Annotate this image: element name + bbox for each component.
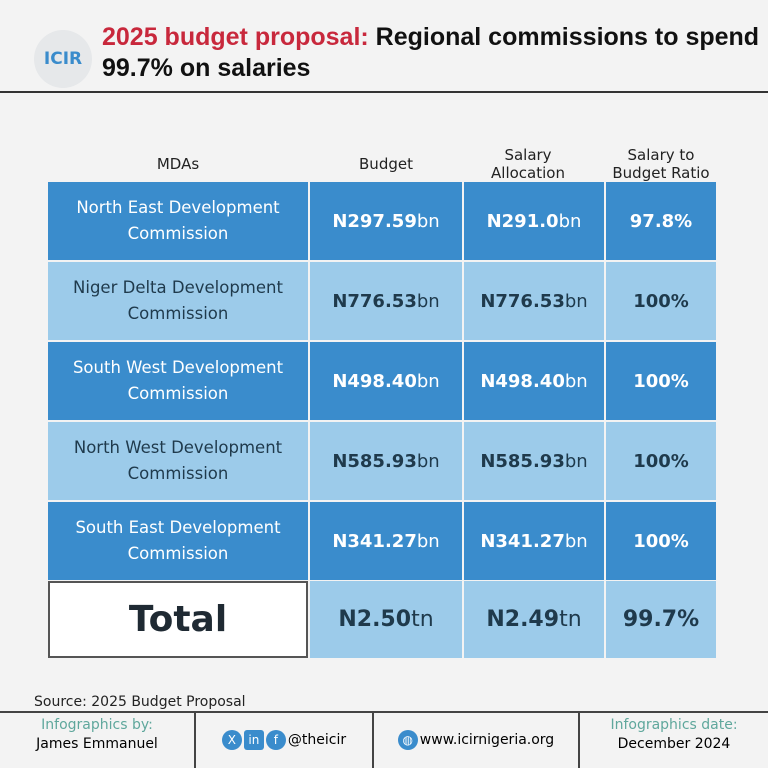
title-rest: Regional commissions to spend 99.7% on s… xyxy=(102,23,760,82)
salary-unit: bn xyxy=(558,210,582,232)
globe-icon: ◍ xyxy=(397,730,418,750)
total-label-cell: Total xyxy=(48,581,308,658)
total-budget-unit: tn xyxy=(411,607,434,632)
salary-value: N291.0 xyxy=(486,210,559,232)
budget-cell: N585.93 bn xyxy=(310,422,462,500)
ratio-cell: 100% xyxy=(606,342,716,420)
mda-name: South East Development Commission xyxy=(75,518,281,563)
ratio-cell: 97.8% xyxy=(606,182,716,260)
total-label: Total xyxy=(128,599,228,640)
budget-unit: bn xyxy=(416,450,440,472)
salary-unit: bn xyxy=(564,450,588,472)
budget-unit: bn xyxy=(416,290,440,312)
credit-name: James Emmanuel xyxy=(36,736,158,752)
page-title: 2025 budget proposal: Regional commissio… xyxy=(102,22,768,84)
column-header-ratio: Salary to Budget Ratio xyxy=(612,146,710,182)
date-label: Infographics date: xyxy=(610,717,738,733)
salary-cell: N776.53 bn xyxy=(464,262,604,340)
salary-value: N341.27 xyxy=(480,530,565,552)
budget-unit: bn xyxy=(416,370,440,392)
mda-name: Niger Delta Development Commission xyxy=(73,278,283,323)
credit-label: Infographics by: xyxy=(41,717,153,733)
column-header-budget: Budget xyxy=(359,155,413,173)
budget-cell: N297.59 bn xyxy=(310,182,462,260)
x-icon: X xyxy=(221,730,242,750)
total-salary: N2.49 xyxy=(486,607,560,632)
budget-value: N585.93 xyxy=(332,450,417,472)
salary-cell: N585.93 bn xyxy=(464,422,604,500)
ratio-value: 100% xyxy=(633,290,689,312)
total-salary-unit: tn xyxy=(559,607,582,632)
date-info: Infographics date: December 2024 xyxy=(580,716,768,754)
salary-cell: N498.40 bn xyxy=(464,342,604,420)
social-handle[interactable]: @theicir xyxy=(287,732,347,748)
budget-cell: N341.27 bn xyxy=(310,502,462,580)
salary-unit: bn xyxy=(564,530,588,552)
budget-cell: N498.40 bn xyxy=(310,342,462,420)
budget-cell: N776.53 bn xyxy=(310,262,462,340)
divider xyxy=(372,713,374,768)
total-salary-cell: N2.49 tn xyxy=(464,581,604,658)
mda-cell: North West Development Commission xyxy=(48,422,308,500)
salary-cell: N291.0 bn xyxy=(464,182,604,260)
total-ratio: 99.7% xyxy=(622,607,700,632)
ratio-value: 100% xyxy=(633,450,689,472)
budget-unit: bn xyxy=(416,530,440,552)
ratio-cell: 100% xyxy=(606,502,716,580)
ratio-value: 100% xyxy=(633,370,689,392)
icir-logo: ICIR xyxy=(34,30,92,88)
mda-cell: South West Development Commission xyxy=(48,342,308,420)
budget-value: N341.27 xyxy=(332,530,417,552)
mda-name: North East Development Commission xyxy=(76,198,280,243)
title-highlight: 2025 budget proposal: xyxy=(102,23,369,51)
divider xyxy=(578,713,580,768)
salary-value: N585.93 xyxy=(480,450,565,472)
total-ratio-cell: 99.7% xyxy=(606,581,716,658)
budget-value: N498.40 xyxy=(332,370,417,392)
mda-cell: South East Development Commission xyxy=(48,502,308,580)
salary-unit: bn xyxy=(564,370,588,392)
credit: Infographics by: James Emmanuel xyxy=(0,716,194,754)
divider xyxy=(0,91,768,93)
total-budget-cell: N2.50 tn xyxy=(310,581,462,658)
facebook-icon: f xyxy=(265,730,286,750)
salary-unit: bn xyxy=(564,290,588,312)
ratio-value: 100% xyxy=(633,530,689,552)
divider xyxy=(194,713,196,768)
mda-name: South West Development Commission xyxy=(72,358,284,403)
ratio-cell: 100% xyxy=(606,422,716,500)
linkedin-icon: in xyxy=(243,730,264,750)
source-note: Source: 2025 Budget Proposal xyxy=(34,694,246,710)
total-budget: N2.50 xyxy=(338,607,412,632)
website-link[interactable]: www.icirnigeria.org xyxy=(419,732,555,748)
column-header-salary: Salary Allocation xyxy=(491,146,565,182)
ratio-cell: 100% xyxy=(606,262,716,340)
ratio-value: 97.8% xyxy=(629,210,693,232)
budget-unit: bn xyxy=(416,210,440,232)
divider xyxy=(0,711,768,713)
website: ◍ www.icirnigeria.org xyxy=(374,730,578,750)
budget-value: N297.59 xyxy=(332,210,417,232)
mda-cell: North East Development Commission xyxy=(48,182,308,260)
mda-cell: Niger Delta Development Commission xyxy=(48,262,308,340)
column-header-mdas: MDAs xyxy=(156,155,200,173)
mda-name: North West Development Commission xyxy=(73,438,283,483)
budget-value: N776.53 xyxy=(332,290,417,312)
date-value: December 2024 xyxy=(617,736,731,752)
salary-value: N498.40 xyxy=(480,370,565,392)
salary-cell: N341.27 bn xyxy=(464,502,604,580)
salary-value: N776.53 xyxy=(480,290,565,312)
